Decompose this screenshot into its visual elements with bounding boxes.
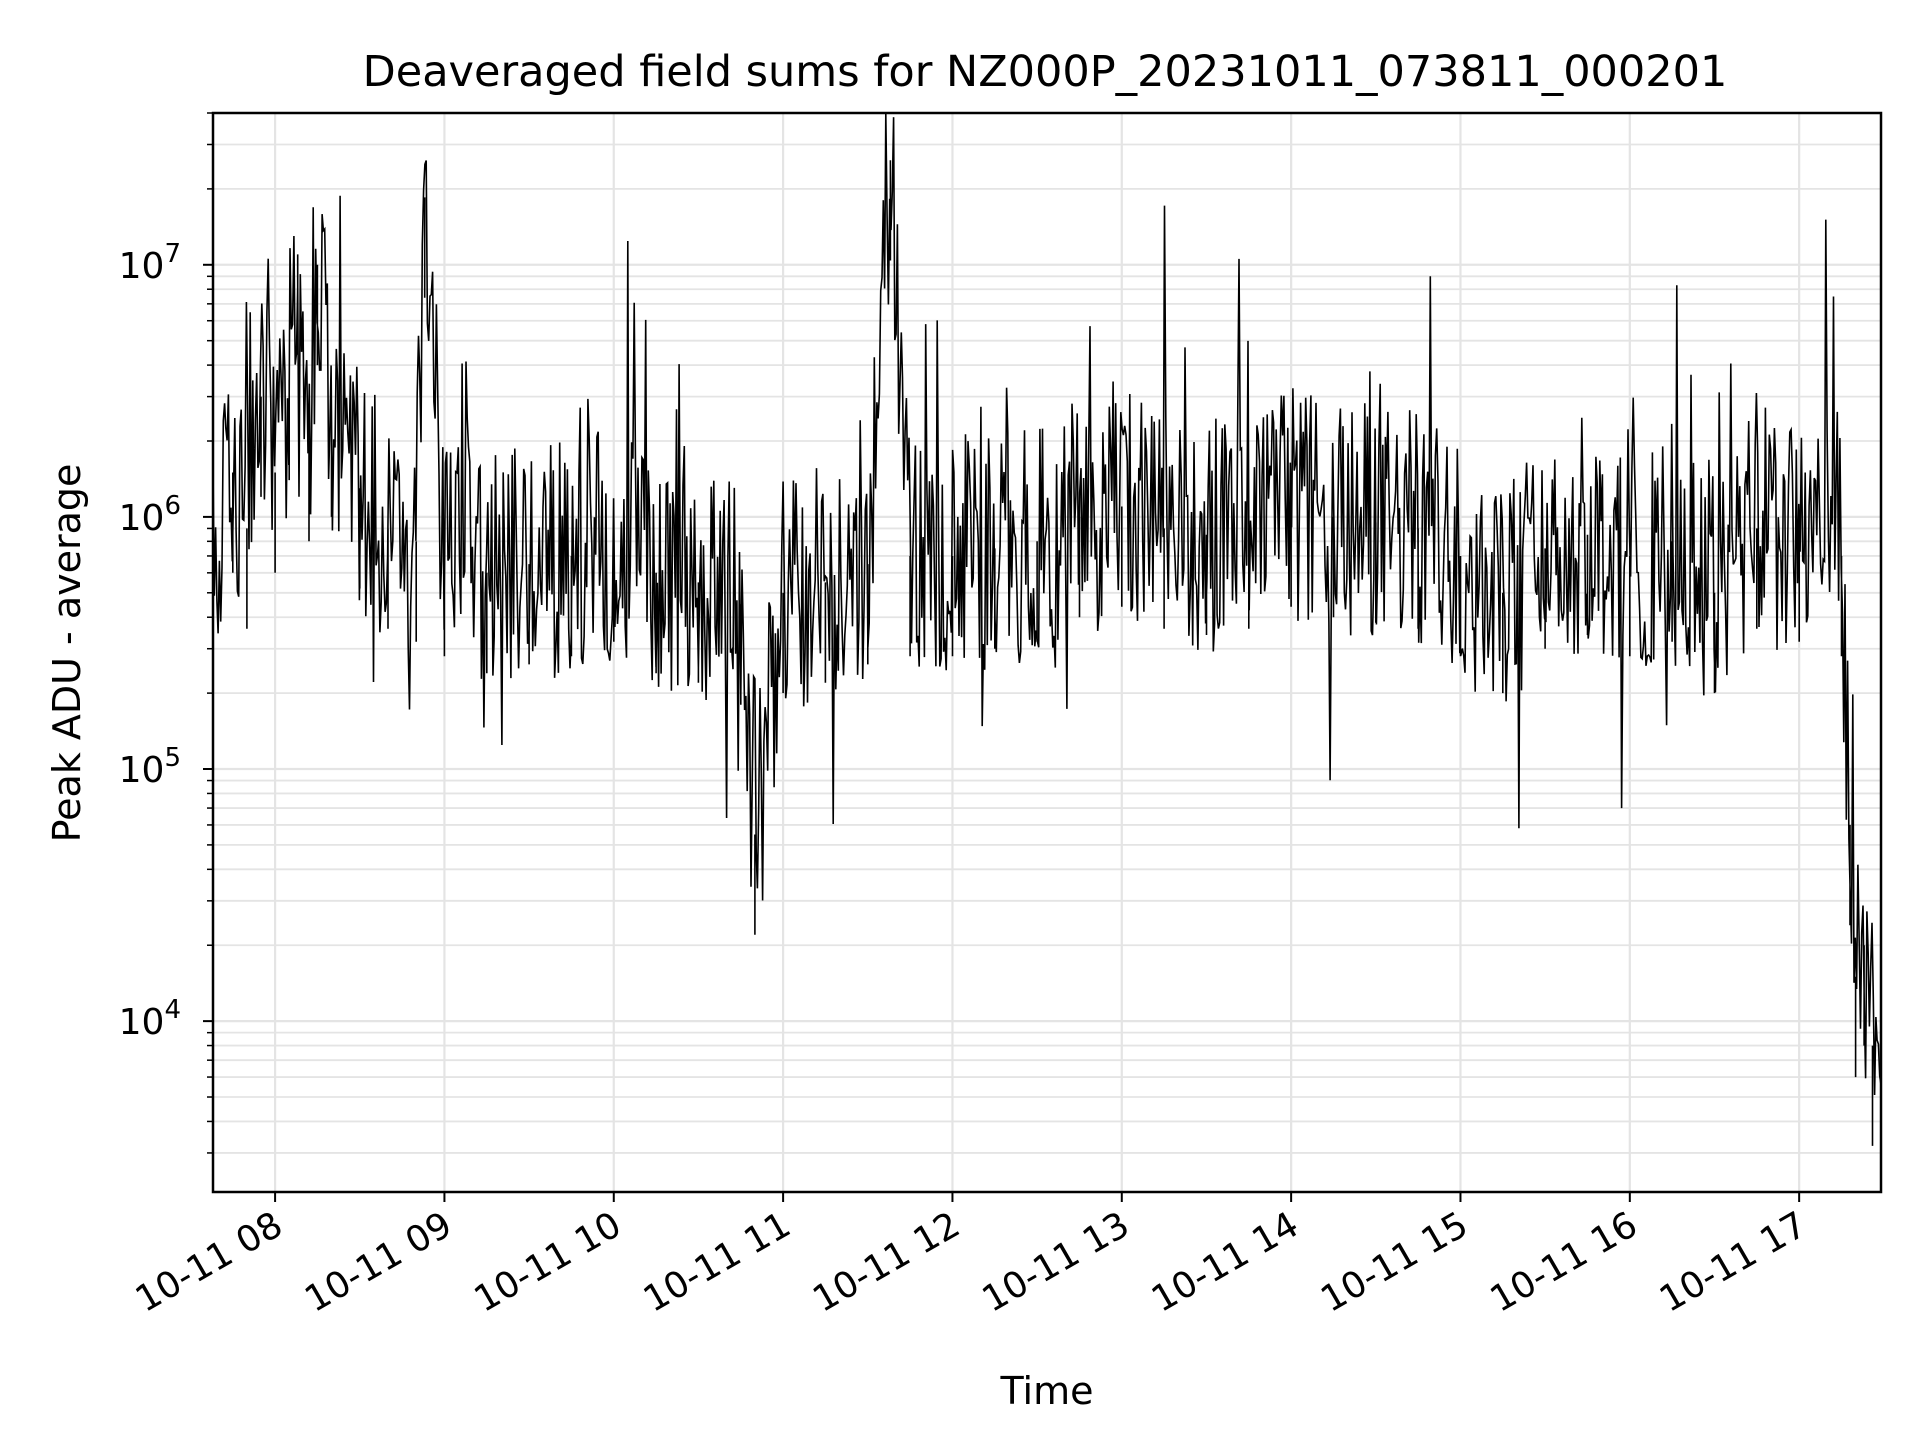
x-tick-label: 10-11 10 <box>468 1204 629 1320</box>
x-tick-label: 10-11 12 <box>806 1204 967 1320</box>
x-tick-label: 10-11 08 <box>129 1204 290 1320</box>
x-tick-label: 10-11 14 <box>1145 1204 1306 1320</box>
x-tick-label: 10-11 16 <box>1484 1204 1645 1320</box>
y-axis-label: Peak ADU - average <box>45 464 89 843</box>
grid <box>213 112 1881 1192</box>
chart-title: Deaveraged field sums for NZ000P_2023101… <box>363 47 1728 97</box>
y-tick-label: 106 <box>119 491 181 539</box>
y-tick-label: 105 <box>119 743 181 791</box>
ticks: 10-11 08 10-11 09 10-11 10 10-11 11 10-11 12… <box>119 112 1814 1321</box>
x-tick-label: 10-11 13 <box>976 1204 1137 1320</box>
y-tick-label: 104 <box>119 995 181 1043</box>
y-tick-label: 107 <box>119 239 181 287</box>
x-tick-label: 10-11 15 <box>1314 1204 1475 1320</box>
x-tick-label: 10-11 09 <box>298 1204 459 1320</box>
plot-frame <box>211 111 1883 1194</box>
x-tick-label: 10-11 11 <box>637 1204 798 1320</box>
series-line <box>212 112 1882 1172</box>
x-axis-label: Time <box>1000 1369 1094 1413</box>
x-tick-label: 10-11 17 <box>1653 1204 1814 1320</box>
